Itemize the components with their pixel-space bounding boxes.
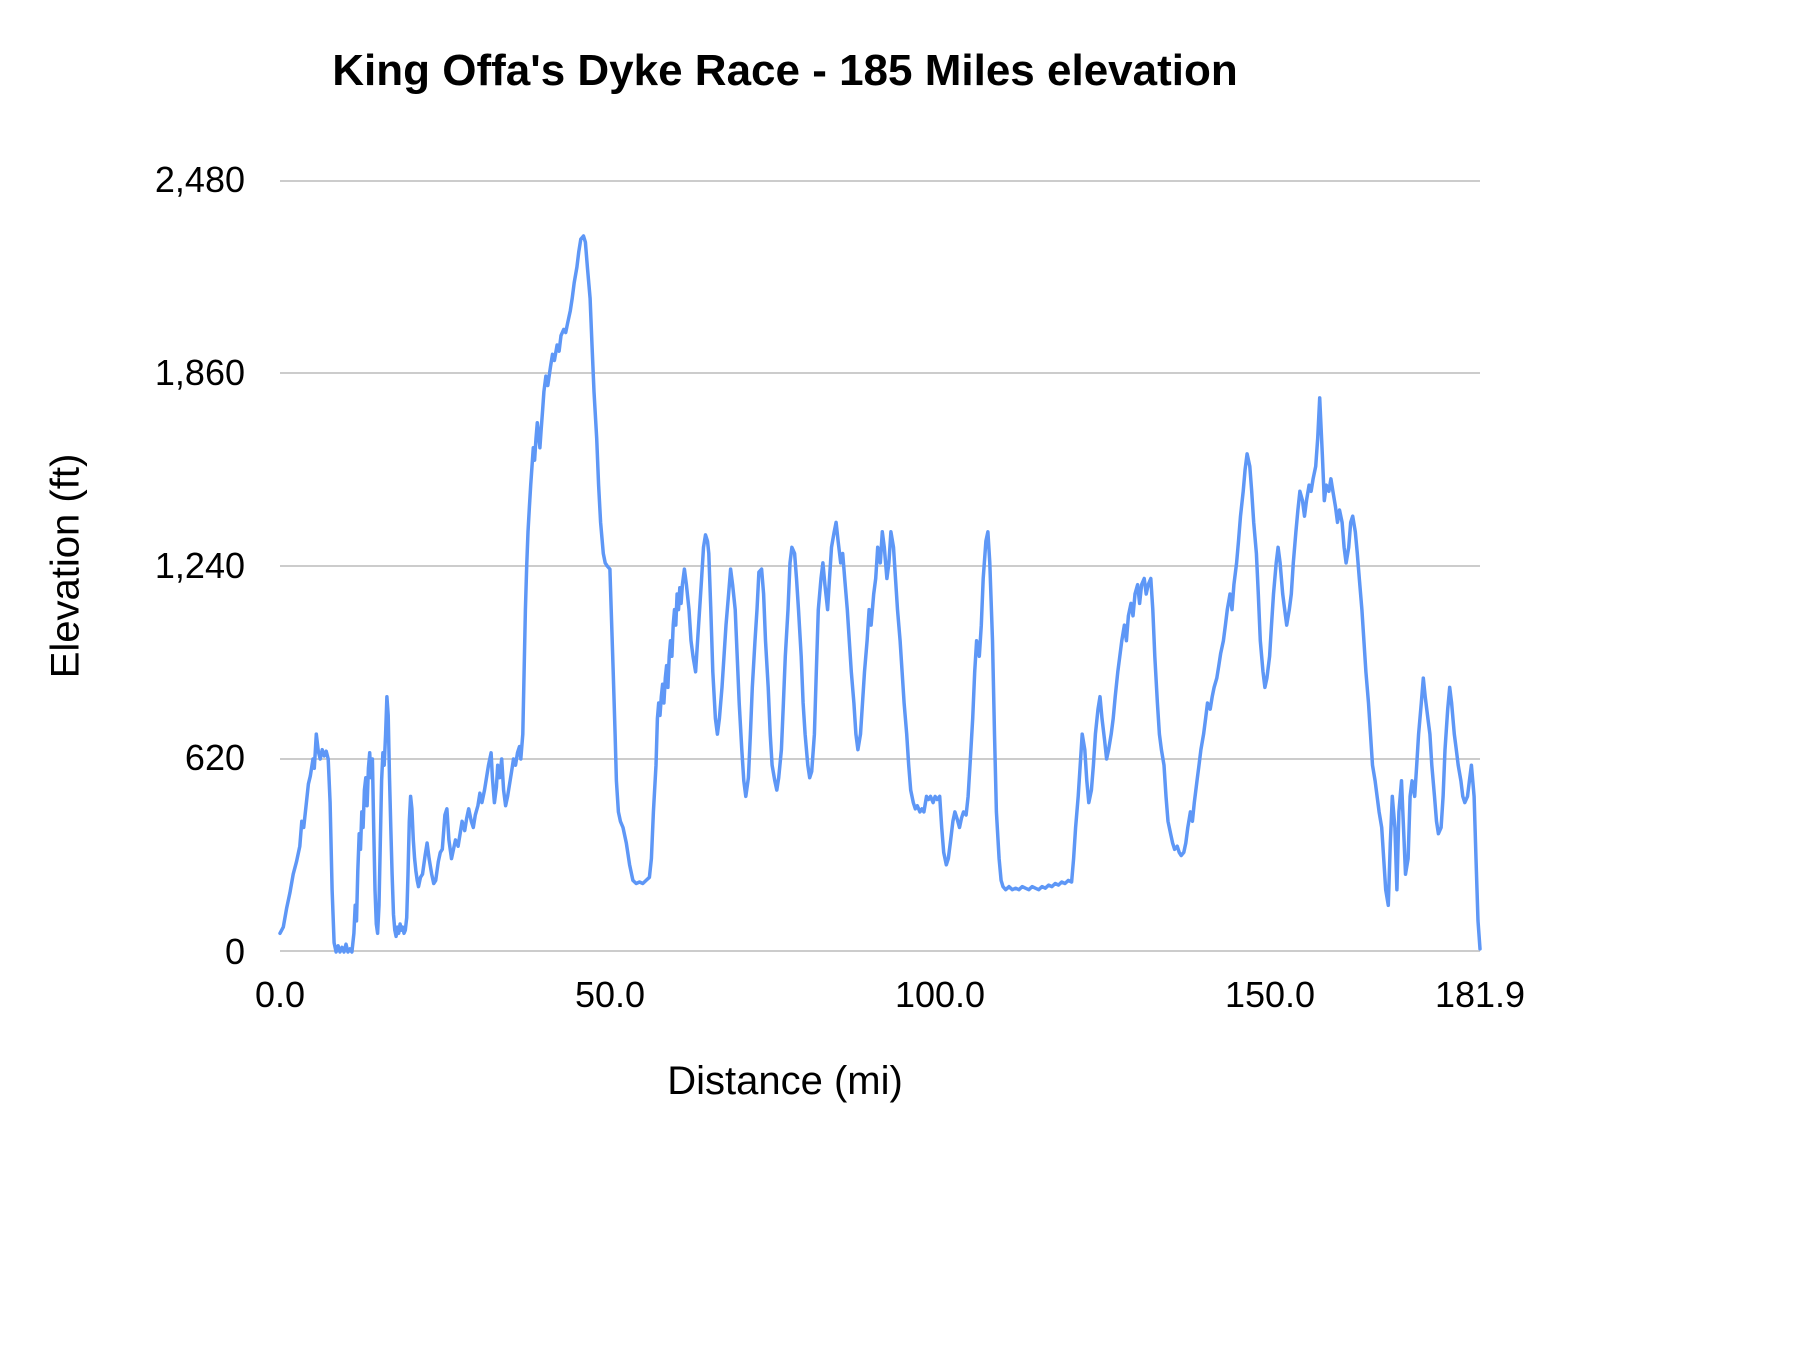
chart-title: King Offa's Dyke Race - 185 Miles elevat… [332, 46, 1238, 95]
gridline [280, 372, 1480, 374]
y-tick-label: 1,240 [154, 545, 245, 586]
y-tick-label: 620 [184, 737, 245, 778]
y-tick-label: 1,860 [154, 352, 245, 393]
gridline [280, 180, 1480, 182]
gridline [280, 565, 1480, 567]
elevation-line-svg [278, 234, 1482, 954]
x-tick-label: 181.9 [1434, 974, 1526, 1015]
x-axis-title: Distance (mi) [667, 1059, 903, 1103]
gridline baseline [280, 950, 1480, 952]
y-tick-label: 0 [224, 931, 245, 972]
x-tick-label: 100.0 [894, 974, 986, 1015]
x-tick-label: 50.0 [574, 974, 646, 1015]
plot-area [278, 180, 1482, 954]
y-tick-label: 2,480 [154, 159, 245, 200]
x-tick-label: 0.0 [254, 974, 306, 1015]
gridline [280, 758, 1480, 760]
x-tick-label: 150.0 [1224, 974, 1316, 1015]
elevation-series-line [278, 234, 1482, 954]
